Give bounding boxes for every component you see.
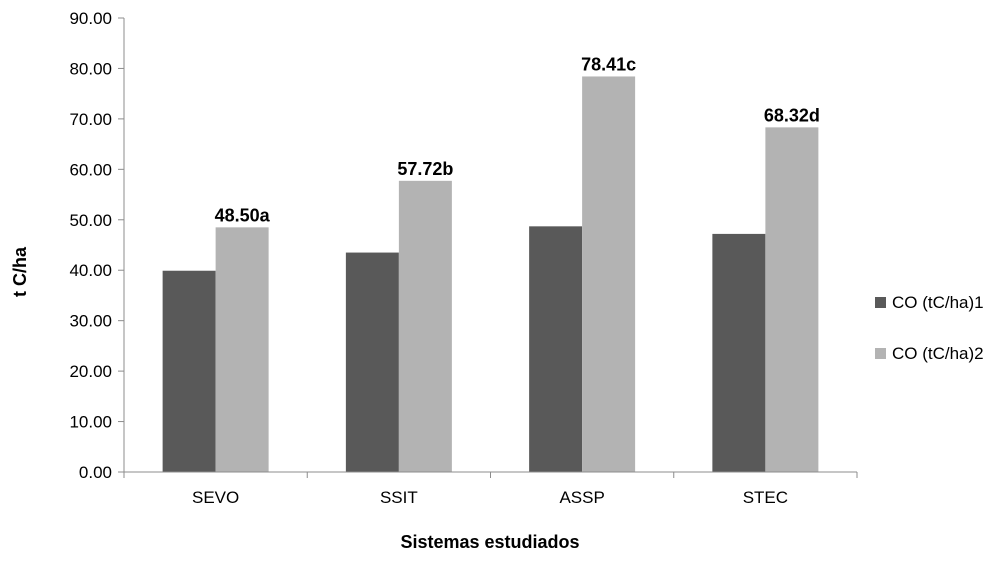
bar-sevo-series-2 [215,227,269,472]
bar-ssit-series-1 [345,252,399,472]
y-axis-title: t C/ha [10,246,30,297]
bar-ssit-series-2 [398,180,452,473]
legend-swatch-series-2 [875,348,886,359]
data-labels: 48.50a 57.72b 78.41c 68.32d [215,54,820,225]
y-tick-label: 90.00 [69,9,112,28]
x-category-label: SEVO [192,488,239,507]
y-tick-label: 20.00 [69,362,112,381]
data-label-ssit: 57.72b [397,159,453,179]
y-tick-label: 50.00 [69,211,112,230]
x-axis-title: Sistemas estudiados [400,532,579,552]
bar-assp-series-1 [529,226,583,472]
y-tick-label: 60.00 [69,160,112,179]
data-label-stec: 68.32d [764,105,820,125]
x-axis-category-labels: SEVO SSIT ASSP STEC [192,488,788,507]
y-tick-label: 30.00 [69,312,112,331]
y-axis-ticks: 0.00 10.00 20.00 30.00 40.00 50.00 60.00 70.00 8… [69,9,124,482]
y-tick-label: 70.00 [69,110,112,129]
x-category-label: ASSP [559,488,604,507]
y-tick-label: 10.00 [69,413,112,432]
bars [162,76,819,473]
legend-swatch-series-1 [875,297,886,308]
x-axis-ticks [123,472,858,478]
y-tick-label: 80.00 [69,59,112,78]
legend: CO (tC/ha)1 CO (tC/ha)2 [875,293,984,363]
x-category-label: STEC [743,488,788,507]
bar-sevo-series-1 [162,270,216,472]
x-category-label: SSIT [380,488,418,507]
data-label-sevo: 48.50a [215,205,271,225]
y-tick-label: 0.00 [79,463,112,482]
legend-label-series-2: CO (tC/ha)2 [892,344,984,363]
bar-stec-series-1 [712,233,766,472]
y-tick-label: 40.00 [69,261,112,280]
bar-stec-series-2 [765,127,819,472]
legend-label-series-1: CO (tC/ha)1 [892,293,984,312]
data-label-assp: 78.41c [581,54,636,74]
bar-assp-series-2 [582,76,636,472]
